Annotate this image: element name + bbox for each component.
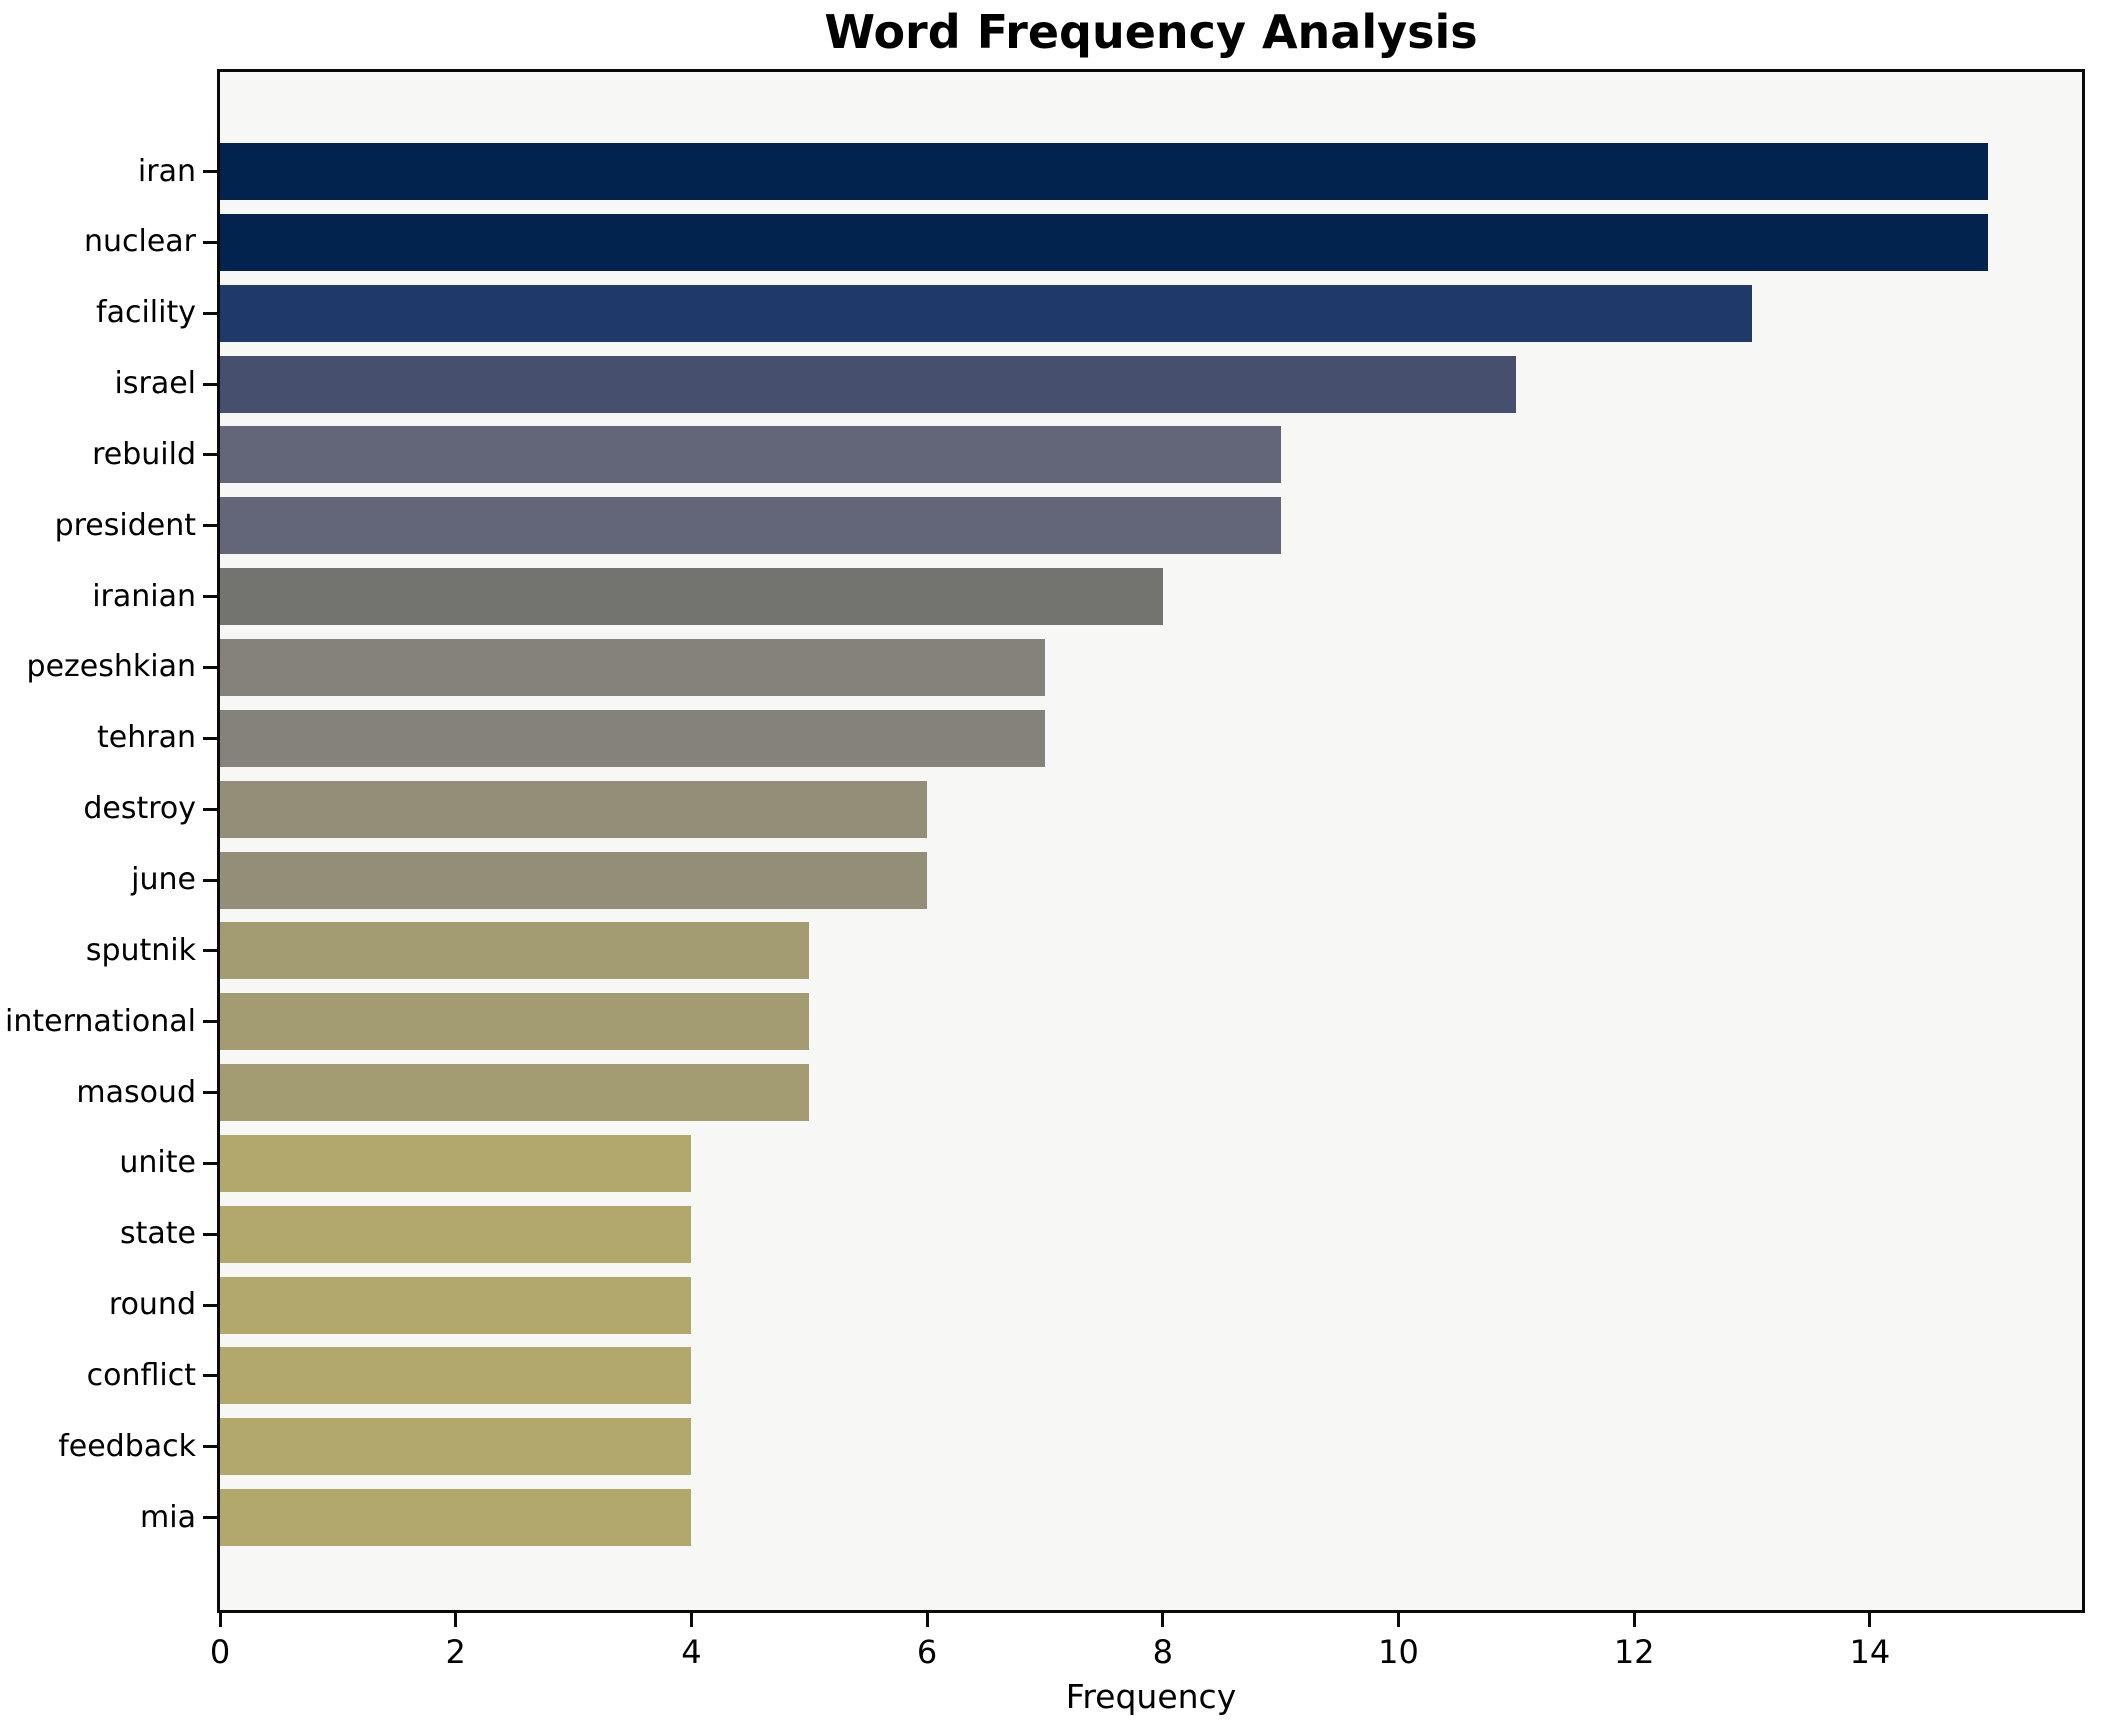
bar-masoud xyxy=(220,1064,810,1122)
y-tick-mark xyxy=(203,240,217,244)
y-tick-label-mia: mia xyxy=(140,1499,196,1535)
x-tick-mark xyxy=(454,1613,458,1627)
x-tick-mark xyxy=(1632,1613,1636,1627)
bar-israel xyxy=(220,355,1517,413)
y-tick-label-iran: iran xyxy=(137,153,196,189)
bar-facility xyxy=(220,284,1753,342)
y-tick-mark xyxy=(203,1516,217,1520)
y-tick-mark xyxy=(203,382,217,386)
x-tick-mark xyxy=(1868,1613,1872,1627)
bar-president xyxy=(220,497,1281,555)
bar-nuclear xyxy=(220,213,1988,271)
y-tick-label-pezeshkian: pezeshkian xyxy=(26,649,196,685)
y-tick-mark xyxy=(203,1445,217,1449)
x-tick-mark xyxy=(925,1613,929,1627)
y-tick-label-tehran: tehran xyxy=(97,720,196,756)
y-tick-label-round: round xyxy=(108,1287,196,1323)
x-tick-mark xyxy=(218,1613,222,1627)
y-tick-mark xyxy=(203,524,217,528)
y-tick-label-nuclear: nuclear xyxy=(83,224,196,260)
plot-area xyxy=(217,69,2085,1613)
y-tick-label-rebuild: rebuild xyxy=(92,436,196,472)
bar-tehran xyxy=(220,709,1045,767)
x-tick-label-2: 2 xyxy=(445,1633,466,1671)
bar-rebuild xyxy=(220,426,1281,484)
y-tick-label-state: state xyxy=(120,1216,196,1252)
y-tick-label-israel: israel xyxy=(114,366,196,402)
y-tick-mark xyxy=(203,453,217,457)
x-tick-mark xyxy=(689,1613,693,1627)
y-tick-label-facility: facility xyxy=(96,295,196,331)
y-tick-mark xyxy=(203,949,217,953)
x-tick-label-4: 4 xyxy=(681,1633,702,1671)
y-tick-label-unite: unite xyxy=(119,1145,196,1181)
y-tick-label-president: president xyxy=(54,507,196,543)
y-tick-label-iranian: iranian xyxy=(92,578,196,614)
y-tick-label-sputnik: sputnik xyxy=(85,932,196,968)
y-tick-mark xyxy=(203,1303,217,1307)
bar-international xyxy=(220,993,810,1051)
x-tick-label-14: 14 xyxy=(1849,1633,1891,1671)
bar-state xyxy=(220,1205,692,1263)
x-tick-label-10: 10 xyxy=(1378,1633,1419,1671)
y-tick-label-international: international xyxy=(5,1003,196,1039)
bar-iranian xyxy=(220,568,1163,626)
bar-june xyxy=(220,851,928,909)
y-tick-mark xyxy=(203,1161,217,1165)
x-tick-label-12: 12 xyxy=(1613,1633,1655,1671)
y-tick-mark xyxy=(203,311,217,315)
y-tick-mark xyxy=(203,1232,217,1236)
bar-conflict xyxy=(220,1347,692,1405)
y-tick-mark xyxy=(203,736,217,740)
x-tick-mark xyxy=(1396,1613,1400,1627)
bar-iran xyxy=(220,143,1988,200)
x-tick-label-0: 0 xyxy=(209,1633,231,1671)
y-tick-mark xyxy=(203,878,217,882)
y-tick-label-masoud: masoud xyxy=(76,1074,196,1110)
x-tick-mark xyxy=(1161,1613,1165,1627)
x-axis-label: Frequency xyxy=(1065,1677,1237,1716)
bar-round xyxy=(220,1276,692,1334)
bar-pezeshkian xyxy=(220,638,1045,696)
x-tick-label-8: 8 xyxy=(1152,1633,1173,1671)
y-tick-mark xyxy=(203,595,217,599)
y-tick-label-destroy: destroy xyxy=(83,791,196,827)
y-tick-mark xyxy=(203,1091,217,1095)
y-tick-label-feedback: feedback xyxy=(58,1428,196,1464)
y-tick-mark xyxy=(203,1020,217,1024)
y-tick-mark xyxy=(203,170,217,173)
y-tick-mark xyxy=(203,665,217,669)
y-tick-label-conflict: conflict xyxy=(86,1357,196,1393)
y-tick-mark xyxy=(203,807,217,811)
chart-title: Word Frequency Analysis xyxy=(824,5,1478,59)
bar-feedback xyxy=(220,1418,692,1476)
bar-mia xyxy=(220,1489,692,1547)
y-tick-label-june: june xyxy=(131,862,196,897)
x-tick-label-6: 6 xyxy=(916,1633,938,1671)
bar-unite xyxy=(220,1134,692,1192)
y-tick-mark xyxy=(203,1374,217,1378)
bar-sputnik xyxy=(220,922,810,980)
bar-destroy xyxy=(220,780,928,838)
